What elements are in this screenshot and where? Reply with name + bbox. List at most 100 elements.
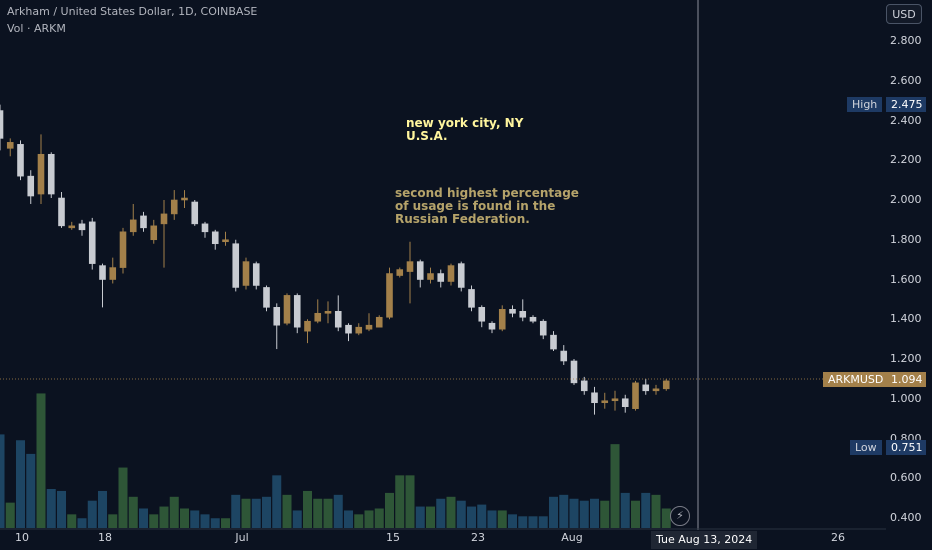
candle — [396, 267, 404, 278]
annotation-note[interactable]: second highest percentage of usage is fo… — [395, 186, 579, 226]
candle — [375, 315, 383, 328]
candle — [283, 293, 291, 326]
candle — [211, 229, 219, 250]
candle — [181, 190, 188, 208]
volume-bar — [333, 494, 343, 528]
symbol-title[interactable]: Arkham / United States Dollar, 1D, COINB… — [7, 5, 258, 18]
candle — [37, 134, 45, 204]
volume-bar — [354, 514, 364, 528]
candle — [488, 321, 496, 334]
time-tick-label: 15 — [386, 531, 400, 544]
candle — [345, 323, 352, 342]
candle — [550, 331, 557, 352]
volume-bar — [139, 508, 148, 528]
volume-bar — [190, 510, 200, 528]
volume-bar — [159, 506, 169, 528]
price-tick-label: 2.200 — [890, 153, 922, 167]
price-tick-label: 0.600 — [890, 471, 922, 485]
candle — [17, 140, 24, 181]
volume-bar — [251, 498, 261, 528]
candle — [539, 319, 547, 340]
price-tick-label: 0.400 — [890, 511, 922, 524]
price-tick-label: 1.800 — [890, 232, 922, 246]
candle — [570, 359, 578, 385]
time-tick-label: 23 — [471, 531, 485, 544]
candle — [468, 285, 475, 312]
volume-bar — [549, 496, 558, 528]
annotation-city[interactable]: new york city, NY U.S.A. — [406, 116, 524, 143]
candle — [119, 227, 127, 274]
candle — [109, 257, 117, 284]
crosshair-date-label: Tue Aug 13, 2024 — [651, 531, 758, 549]
candle — [68, 221, 76, 230]
price-tick-label: 1.000 — [890, 391, 922, 405]
symbol-price-tag: ARKMUSD — [823, 372, 889, 387]
candle — [99, 263, 106, 308]
candle — [222, 231, 229, 246]
volume-bar — [661, 508, 671, 528]
volume-bar — [374, 508, 384, 528]
volume-bar — [385, 492, 394, 528]
price-tick-label: 2.600 — [890, 73, 922, 87]
candle — [232, 239, 240, 292]
volume-bar — [467, 506, 476, 528]
volume-bar — [631, 500, 640, 528]
candle — [652, 384, 660, 395]
volume-bar — [426, 506, 435, 528]
candle — [519, 299, 527, 322]
candle — [457, 261, 465, 292]
price-tick-label: 2.000 — [890, 193, 922, 206]
candle — [140, 211, 147, 232]
candle — [427, 267, 434, 284]
candle — [416, 259, 424, 288]
high-label-tag: High — [847, 97, 883, 112]
lightning-icon[interactable]: ⚡ — [670, 506, 690, 526]
price-tick-label: 2.400 — [890, 113, 922, 127]
candle — [160, 200, 168, 268]
volume-bar — [221, 518, 230, 528]
volume-bar — [313, 498, 323, 528]
candle — [447, 263, 455, 286]
currency-button[interactable]: USD — [886, 4, 922, 24]
candle — [314, 299, 322, 324]
volume-bar — [518, 516, 528, 528]
volume-bar — [497, 510, 507, 528]
volume-bar — [87, 500, 97, 528]
volume-bar — [26, 453, 36, 528]
volume-bar — [569, 498, 579, 528]
candle — [437, 269, 445, 288]
volume-bar — [651, 494, 661, 528]
candle — [304, 319, 311, 344]
volume-bar — [579, 500, 589, 528]
candle — [355, 323, 363, 336]
volume-bar — [528, 516, 538, 528]
candle — [293, 293, 301, 334]
candle — [0, 104, 4, 151]
candle — [273, 303, 281, 350]
candle — [580, 376, 588, 395]
candles — [0, 104, 670, 415]
candle — [78, 219, 86, 236]
volume-bar — [590, 498, 599, 528]
time-tick-label: Aug — [561, 531, 583, 544]
candle — [129, 203, 137, 236]
volume-bar — [77, 518, 87, 528]
candle — [498, 305, 506, 332]
volume-bar — [210, 518, 220, 528]
time-tick-label: 26 — [831, 531, 845, 544]
volume-bar — [67, 514, 77, 528]
candle — [170, 190, 178, 220]
volume-bar — [610, 444, 620, 528]
volume-label[interactable]: Vol · ARKM — [7, 22, 66, 35]
last-price-tag: 1.094 — [886, 372, 926, 387]
candle — [150, 219, 158, 244]
candle — [242, 257, 250, 290]
volume-bar — [118, 467, 128, 528]
volume-bar — [538, 516, 548, 528]
price-tick-label: 1.200 — [890, 352, 922, 365]
volume-bar — [600, 500, 610, 528]
candle — [601, 392, 609, 409]
candle — [529, 315, 537, 324]
volume-bar — [323, 498, 333, 528]
